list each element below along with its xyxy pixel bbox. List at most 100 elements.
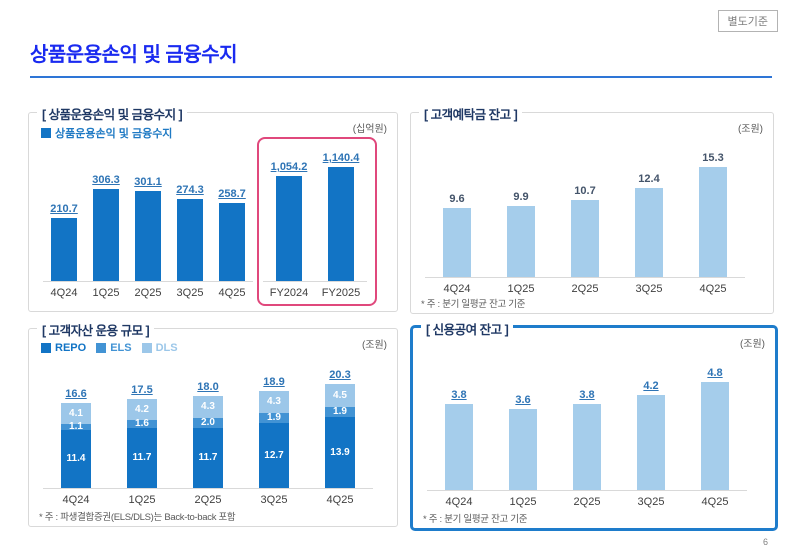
bar-value-label: 3.6 xyxy=(515,394,531,406)
segment-value-label: 4.2 xyxy=(135,403,149,415)
panel-title: [ 고객자산 운용 규모 ] xyxy=(37,320,155,339)
page-number: 6 xyxy=(762,537,768,547)
bar-column: 4.8 xyxy=(683,367,747,490)
legend-label: DLS xyxy=(155,342,178,354)
x-axis: 4Q24 1Q25 2Q25 3Q25 4Q25 xyxy=(425,278,745,295)
segment-value-label: 1.9 xyxy=(333,406,347,417)
bar-value-label: 1,140.4 xyxy=(322,152,360,164)
x-axis-label: 3Q25 xyxy=(176,287,204,299)
x-axis-label: 3Q25 xyxy=(637,496,665,508)
chart-customer-deposits: 9.6 9.9 10.7 12.4 15.3 4Q24 1Q25 2Q25 3Q25 4Q25 xyxy=(423,137,761,295)
x-axis-label: 4Q25 xyxy=(701,496,729,508)
bar xyxy=(328,167,354,281)
panel-trading-pnl: [ 상품운용손익 및 금융수지 ] (십억원) 상품운용손익 및 금융수지 21… xyxy=(28,104,398,312)
x-axis-label: 1Q25 xyxy=(92,287,120,299)
bar: 4.3 2.0 11.7 xyxy=(193,396,223,488)
x-axis-label: 2Q25 xyxy=(571,283,599,295)
page-title: 상품운용손익 및 금융수지 xyxy=(30,44,238,66)
bar-value-label: 20.3 xyxy=(329,369,351,381)
bar-group: 3.8 3.6 3.8 4.2 4.8 4Q24 1Q25 2Q25 3Q25 4Q25 xyxy=(427,360,747,508)
x-axis-label: 3Q25 xyxy=(635,283,663,295)
bar-value-label: 210.7 xyxy=(50,203,78,215)
bar-segment-dls: 4.3 xyxy=(193,396,223,418)
x-axis: 4Q24 1Q25 2Q25 3Q25 4Q25 xyxy=(43,489,373,506)
bar-segment-els: 1.1 xyxy=(61,422,91,432)
bar-value-label: 258.7 xyxy=(218,188,246,200)
bar-value-label: 1,054.2 xyxy=(270,161,308,173)
panel-title: [ 고객예탁금 잔고 ] xyxy=(419,104,523,123)
legend-swatch xyxy=(41,128,51,138)
bar-value-label: 3.8 xyxy=(579,389,595,401)
bar xyxy=(177,199,203,281)
x-axis: 4Q24 1Q25 2Q25 3Q25 4Q25 xyxy=(427,491,747,508)
bar-value-label: 3.8 xyxy=(451,389,467,401)
bar-segment-els: 1.9 xyxy=(259,413,289,423)
x-axis-label: 2Q25 xyxy=(134,287,162,299)
bar-value-label: 17.5 xyxy=(131,384,153,396)
bar-column: 18.0 4.3 2.0 11.7 xyxy=(175,381,241,488)
bar xyxy=(637,395,665,490)
bar-column: 9.9 xyxy=(489,191,553,277)
bar-value-label: 4.2 xyxy=(643,380,659,392)
title-divider xyxy=(30,76,772,78)
x-axis-label: 4Q24 xyxy=(445,496,473,508)
x-axis-label: 4Q24 xyxy=(50,287,78,299)
segment-value-label: 1.6 xyxy=(135,418,149,429)
plot: 210.7 306.3 301.1 274.3 258.7 4Q24 1Q25 2Q25 3Q2… xyxy=(41,137,385,306)
segment-value-label: 4.5 xyxy=(333,389,347,401)
footnote: * 주 : 분기 일평균 잔고 기준 xyxy=(421,299,526,310)
bar xyxy=(443,208,471,277)
bar xyxy=(445,404,473,490)
bar-column: 12.4 xyxy=(617,173,681,277)
criteria-badge: 별도기준 xyxy=(717,10,778,32)
x-axis-label: FY2025 xyxy=(321,287,361,299)
plot-area: 9.6 9.9 10.7 12.4 15.3 xyxy=(425,137,745,278)
bar-column: 20.3 4.5 1.9 13.9 xyxy=(307,369,373,488)
bar xyxy=(701,382,729,490)
bar-segment-dls: 4.2 xyxy=(127,399,157,420)
bar-segment-dls: 4.1 xyxy=(61,403,91,424)
bar xyxy=(276,176,302,281)
x-axis-label: 4Q24 xyxy=(62,494,90,506)
bar-column: 3.6 xyxy=(491,394,555,490)
footnote: * 주 : 분기 일평균 잔고 기준 xyxy=(423,514,528,525)
chart-client-asset-aum: 16.6 4.1 1.1 11.4 17.5 4.2 1.6 11.7 18.0 4.3 2.0 11… xyxy=(41,368,385,506)
bar-value-label: 9.6 xyxy=(449,193,465,205)
bar-column: 301.1 xyxy=(127,176,169,281)
bar-group: 16.6 4.1 1.1 11.4 17.5 4.2 1.6 11.7 18.0 4.3 2.0 11… xyxy=(43,368,373,506)
bar-column: 10.7 xyxy=(553,185,617,277)
bar-value-label: 306.3 xyxy=(92,174,120,186)
legend-swatch xyxy=(41,343,51,353)
bar-value-label: 15.3 xyxy=(702,152,724,164)
plot: 9.6 9.9 10.7 12.4 15.3 4Q24 1Q25 2Q25 3Q25 4Q25 xyxy=(423,137,761,295)
panel-title: [ 상품운용손익 및 금융수지 ] xyxy=(37,104,188,123)
unit-label: (조원) xyxy=(737,124,763,135)
bar-column: 18.9 4.3 1.9 12.7 xyxy=(241,376,307,488)
x-axis: 4Q24 1Q25 2Q25 3Q25 4Q25 xyxy=(43,282,253,299)
x-axis-label: 3Q25 xyxy=(260,494,288,506)
segment-value-label: 4.3 xyxy=(267,396,281,407)
bar-value-label: 274.3 xyxy=(176,184,204,196)
bar-column: 17.5 4.2 1.6 11.7 xyxy=(109,384,175,488)
bar xyxy=(635,188,663,277)
legend-label: REPO xyxy=(55,342,87,354)
legend-swatch xyxy=(141,343,152,353)
plot-area: 3.8 3.6 3.8 4.2 4.8 xyxy=(427,360,747,491)
plot: 3.8 3.6 3.8 4.2 4.8 4Q24 1Q25 2Q25 3Q25 4Q25 xyxy=(425,360,763,508)
x-axis: FY2024 FY2025 xyxy=(263,282,367,299)
unit-label: (조원) xyxy=(361,340,387,351)
x-axis-label: 2Q25 xyxy=(194,494,222,506)
bar: 4.2 1.6 11.7 xyxy=(127,399,157,488)
legend-item: ELS xyxy=(96,342,132,354)
bar-segment-els: 2.0 xyxy=(193,418,223,428)
bar-column: 15.3 xyxy=(681,152,745,277)
bar-segment-repo: 11.4 xyxy=(61,430,91,488)
bar xyxy=(507,206,535,277)
unit-label: (조원) xyxy=(739,339,765,350)
bar-column: 16.6 4.1 1.1 11.4 xyxy=(43,388,109,488)
legend: 상품운용손익 및 금융수지 xyxy=(41,125,172,141)
unit-label: (십억원) xyxy=(352,124,387,135)
bar-column: 3.8 xyxy=(427,389,491,490)
segment-value-label: 11.4 xyxy=(66,453,86,464)
